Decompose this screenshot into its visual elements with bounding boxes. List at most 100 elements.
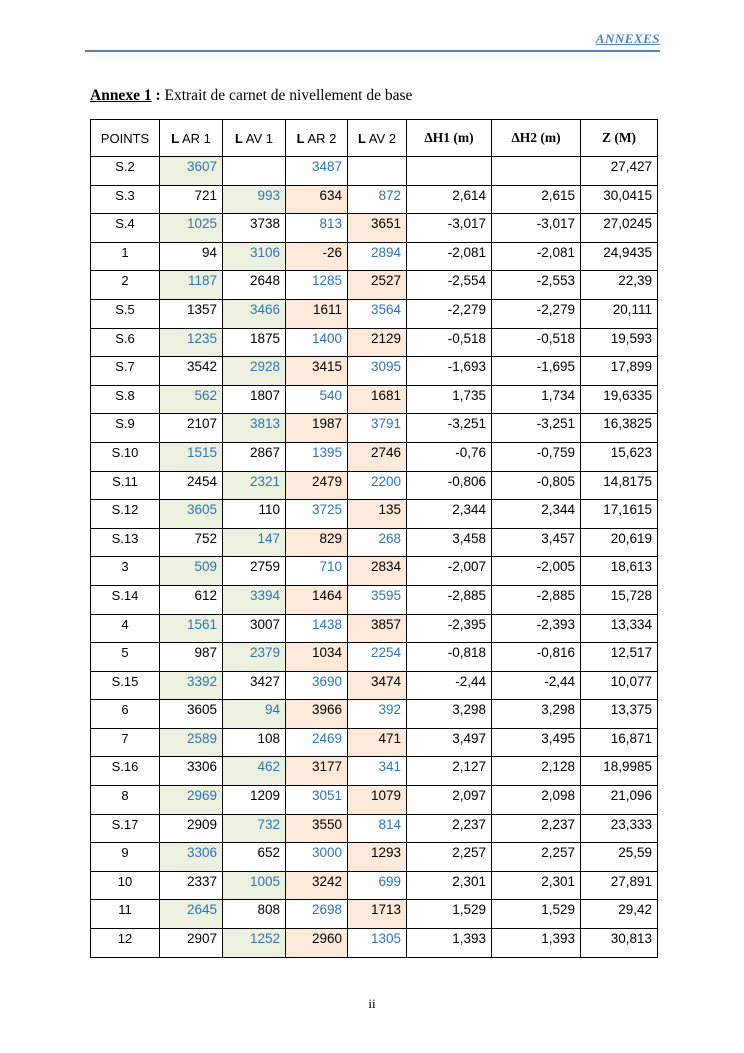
table-row: S.11 2454 2321 2479 2200 -0,806 -0,805 14,8175 — [90, 470, 658, 501]
cell-lav2: 2254 — [347, 642, 407, 672]
cell-lav2: 135 — [347, 499, 407, 529]
table-row: S.4 1025 3738 813 3651 -3,017 -3,017 27,0245 — [90, 213, 658, 243]
cell-point: 1 — [90, 241, 160, 272]
cell-point: 12 — [90, 928, 160, 958]
cell-dh2: 2,301 — [491, 870, 581, 901]
cell-lar2: 829 — [285, 527, 348, 558]
cell-lav2: 1293 — [347, 842, 407, 872]
cell-z: 21,096 — [580, 785, 658, 815]
cell-lar2: 1400 — [285, 327, 348, 358]
cell-point: 4 — [90, 613, 160, 644]
cell-lav2: 3651 — [347, 213, 407, 243]
header-cell-point: POINTS — [90, 119, 160, 157]
cell-lav2: 2746 — [347, 441, 407, 472]
annexe-title-label: Annexe 1 — [90, 87, 152, 104]
cell-lar1: 2645 — [159, 899, 223, 930]
cell-lar2: 3415 — [285, 356, 348, 386]
table-row: 7 2589 108 2469 471 3,497 3,495 16,871 — [90, 727, 658, 758]
cell-z: 18,9985 — [580, 756, 658, 787]
cell-dh1: 2,097 — [406, 785, 492, 815]
cell-lar1: 1561 — [159, 613, 223, 644]
cell-lav1: 2867 — [222, 441, 286, 472]
cell-point: 2 — [90, 270, 160, 300]
cell-point: 8 — [90, 785, 160, 815]
cell-lar1: 752 — [159, 527, 223, 558]
cell-lar2: 2479 — [285, 470, 348, 501]
cell-dh1: -2,395 — [406, 613, 492, 644]
cell-lav2: 3791 — [347, 413, 407, 443]
cell-lav2: 3474 — [347, 670, 407, 701]
table-row: S.9 2107 3813 1987 3791 -3,251 -3,251 16,3825 — [90, 413, 658, 443]
cell-dh2: -2,279 — [491, 298, 581, 329]
cell-dh2: 1,393 — [491, 928, 581, 958]
cell-dh2: -2,553 — [491, 270, 581, 300]
table-row: S.7 3542 2928 3415 3095 -1,693 -1,695 17,899 — [90, 356, 658, 386]
cell-lav1: 462 — [222, 756, 286, 787]
cell-z: 23,333 — [580, 813, 658, 844]
cell-point: S.11 — [90, 470, 160, 501]
table-row: 3 509 2759 710 2834 -2,007 -2,005 18,613 — [90, 556, 658, 586]
cell-lav1: 2321 — [222, 470, 286, 501]
cell-lar2: 3966 — [285, 699, 348, 729]
cell-dh2: 2,237 — [491, 813, 581, 844]
cell-lav1: 110 — [222, 499, 286, 529]
cell-lav1: 3007 — [222, 613, 286, 644]
cell-dh2: 2,344 — [491, 499, 581, 529]
cell-z: 14,8175 — [580, 470, 658, 501]
table-row: S.14 612 3394 1464 3595 -2,885 -2,885 15,728 — [90, 584, 658, 615]
cell-lar2: 3000 — [285, 842, 348, 872]
cell-lav1: 808 — [222, 899, 286, 930]
header-cell-lav1: L AV 1 — [222, 119, 286, 157]
header-cell-lav2: L AV 2 — [347, 119, 407, 157]
cell-dh1: -2,885 — [406, 584, 492, 615]
cell-lav1: 3106 — [222, 241, 286, 272]
cell-lar2: 3725 — [285, 499, 348, 529]
page-number: ii — [368, 996, 376, 1011]
cell-dh2: 2,128 — [491, 756, 581, 787]
cell-dh2: -0,816 — [491, 642, 581, 672]
cell-z: 27,427 — [580, 156, 658, 186]
cell-point: 5 — [90, 642, 160, 672]
cell-lav2: 2894 — [347, 241, 407, 272]
cell-lav2: 1681 — [347, 384, 407, 415]
header-cell-lar1: L AR 1 — [159, 119, 223, 157]
cell-lar1: 562 — [159, 384, 223, 415]
cell-lar1: 3607 — [159, 156, 223, 186]
table-row: 2 1187 2648 1285 2527 -2,554 -2,553 22,39 — [90, 270, 658, 300]
cell-lav2: 699 — [347, 870, 407, 901]
cell-dh1: 1,393 — [406, 928, 492, 958]
cell-point: S.12 — [90, 499, 160, 529]
cell-point: 10 — [90, 870, 160, 901]
cell-lav2: 2200 — [347, 470, 407, 501]
cell-dh1: -3,017 — [406, 213, 492, 243]
cell-lar2: -26 — [285, 241, 348, 272]
cell-lav1: 652 — [222, 842, 286, 872]
cell-lar1: 1515 — [159, 441, 223, 472]
cell-z: 20,619 — [580, 527, 658, 558]
cell-lav1: 1807 — [222, 384, 286, 415]
cell-dh1: -2,007 — [406, 556, 492, 586]
cell-dh1: 3,497 — [406, 727, 492, 758]
cell-lav1: 3738 — [222, 213, 286, 243]
cell-lar1: 2454 — [159, 470, 223, 501]
cell-lar2: 540 — [285, 384, 348, 415]
cell-lav2: 1305 — [347, 928, 407, 958]
cell-z: 29,42 — [580, 899, 658, 930]
table-row: 1 94 3106 -26 2894 -2,081 -2,081 24,9435 — [90, 241, 658, 272]
cell-dh2: 3,457 — [491, 527, 581, 558]
cell-lar1: 3306 — [159, 756, 223, 787]
cell-lar2: 1464 — [285, 584, 348, 615]
cell-lar1: 3605 — [159, 499, 223, 529]
table-row: 6 3605 94 3966 392 3,298 3,298 13,375 — [90, 699, 658, 729]
cell-dh1: -0,818 — [406, 642, 492, 672]
cell-lav2: 268 — [347, 527, 407, 558]
cell-dh2: -0,518 — [491, 327, 581, 358]
cell-lar1: 1025 — [159, 213, 223, 243]
table-row: S.10 1515 2867 1395 2746 -0,76 -0,759 15,623 — [90, 441, 658, 472]
cell-dh2: -2,885 — [491, 584, 581, 615]
annexe-title: Annexe 1 : Extrait de carnet de nivellem… — [90, 87, 412, 105]
cell-lav1: 1252 — [222, 928, 286, 958]
cell-lar1: 612 — [159, 584, 223, 615]
cell-point: S.15 — [90, 670, 160, 701]
